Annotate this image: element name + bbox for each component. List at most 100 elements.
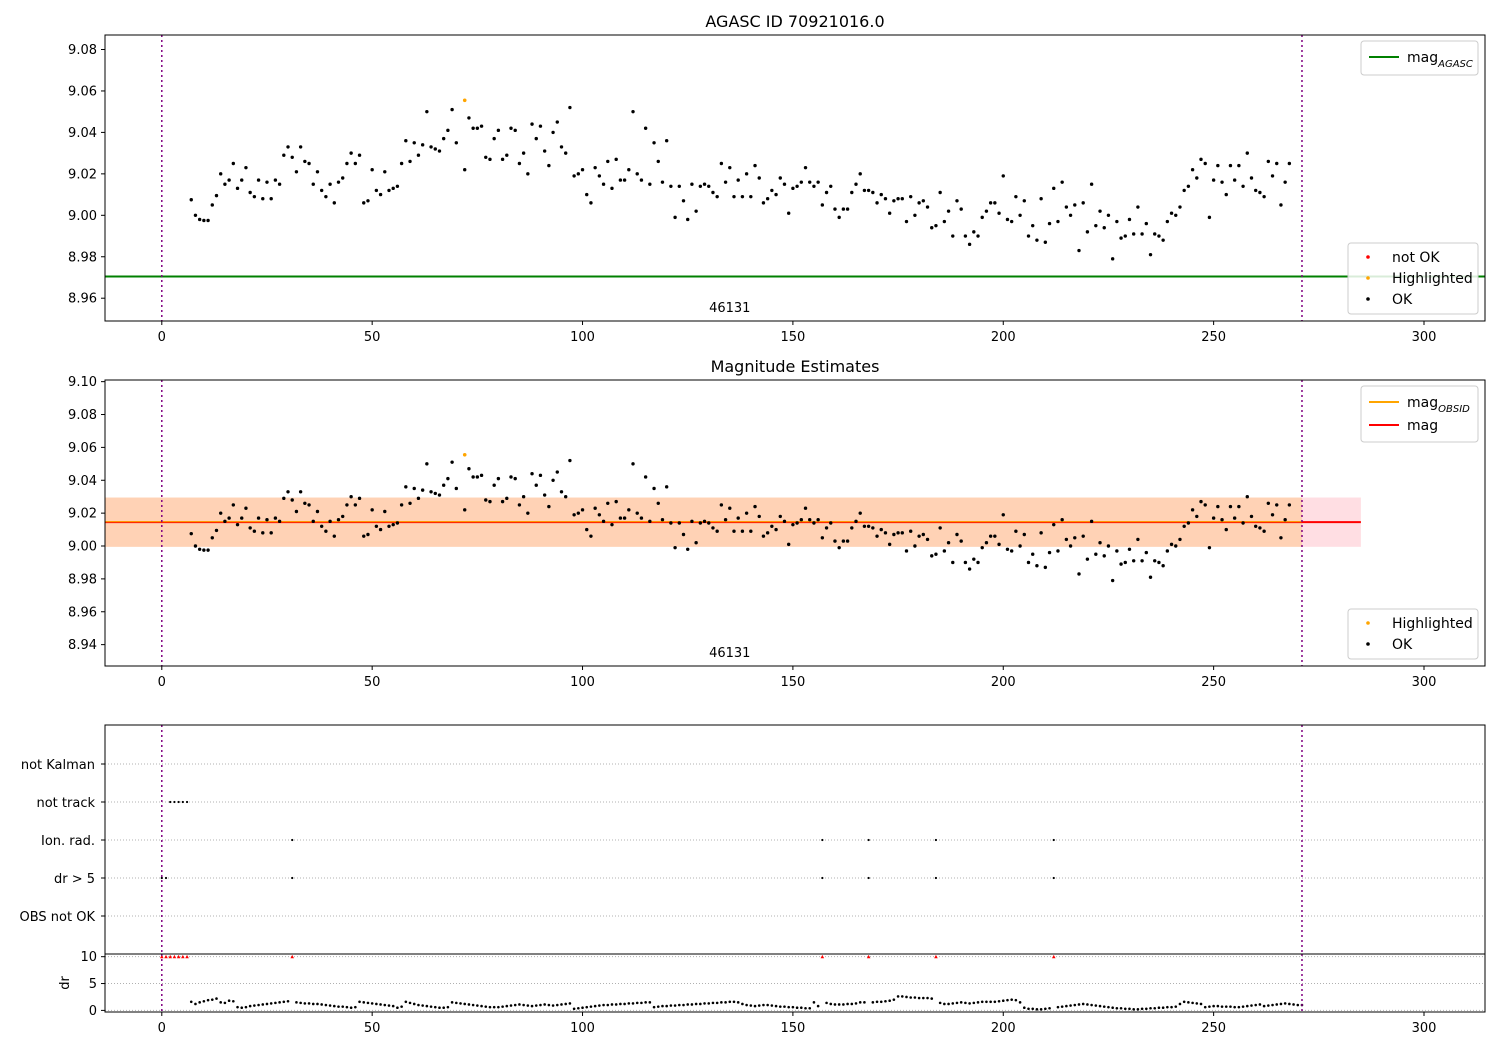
panel-2-point-ok [618,516,623,520]
dr-point [1237,1005,1241,1009]
dr-point [261,1003,265,1006]
panel-1-point-ok [1043,240,1048,244]
panel-1-point-ok [824,190,829,195]
panel-1-point-ok [1009,219,1014,224]
panel-2-point-ok [866,524,871,528]
panel-2-point-ok [500,499,505,504]
dr-point [484,1005,488,1008]
dr-point [837,1003,841,1006]
panel-1-legend-lower-2-label: OK [1392,292,1413,308]
panel-1-point-ok [1035,238,1039,242]
dr-point [715,1001,719,1005]
panel-1-point-ok [1131,232,1136,236]
dr-point [383,1003,387,1007]
panel-2-point-ok [1232,516,1237,520]
panel-1-point-ok [256,178,261,182]
flag-point [291,876,294,880]
panel-2-point-ok [437,493,442,497]
dr-clipped-marker [164,954,168,959]
panel-2-point-ok [429,490,433,494]
dr-clipped-marker [1051,954,1056,959]
panel-1-point-ok [349,151,353,155]
panel-1-point-ok [420,143,425,147]
dr-point [694,1002,698,1006]
panel-2-point-ok [551,478,555,482]
panel-2-point-ok [1073,536,1077,540]
panel-1-point-ok [618,178,623,182]
panel-2-point-ok [580,508,585,512]
panel-1-point-ok [1190,168,1195,172]
panel-1-point-ok [1085,230,1090,234]
panel-2-point-ok [850,526,854,530]
dr-point [1056,1005,1060,1009]
panel-1-point-ok [1081,201,1085,205]
flag-point [164,876,168,880]
panel-2-point-ok [816,518,820,522]
dr-point [362,1001,366,1004]
panel-1-point-ok [189,198,193,202]
flag-point [181,800,184,804]
dr-point [829,1002,833,1006]
dr-point [909,996,913,999]
dr-point [610,1003,614,1006]
dr-point [198,1001,201,1004]
dr-xtick-label-50: 50 [364,1021,381,1036]
panel-1-point-ok [357,153,362,157]
panel-2-point-ok [517,503,522,507]
dr-point [652,1005,656,1009]
panel-1-point-ok [795,184,799,188]
dr-point [295,1001,298,1004]
dr-point [1145,1007,1148,1011]
panel-2-point-highlighted [462,452,467,457]
dr-point [656,1005,660,1008]
panel-1-point-ok [976,234,980,238]
dr-point [547,1003,551,1007]
flag-point [160,876,163,880]
dr-point [1224,1005,1228,1008]
dr-point [913,996,917,999]
panel-1-point-ok [1216,163,1220,168]
panel-2-ytick-label-8: 9.10 [68,375,97,390]
dr-point [648,1001,652,1004]
dr-point [1132,1008,1135,1011]
panel-2-point-ok [1279,536,1283,540]
dr-point [635,1001,639,1005]
panel-2-point-ok [1123,560,1127,565]
flags-panel: not Kalman not track Ion. rad. dr > 5 OBS no… [20,724,1486,955]
dr-point [1027,1007,1030,1011]
panel-2-point-ok [1258,526,1262,530]
flag-point [934,876,938,880]
panel-1-point-ok [265,180,269,184]
dr-clipped-marker [176,954,181,959]
panel-1-point-ok [845,207,850,211]
panel-2-point-ok [1287,503,1292,507]
panel-1-point-ok [938,190,942,195]
flag-point [173,800,176,804]
panel-1-point-ok [1077,248,1081,253]
dr-point [526,1004,530,1007]
dr-point [968,1002,971,1005]
panel-1-point-ok [850,190,854,195]
dr-point [412,1002,416,1006]
panel-1-point-ok [610,186,614,191]
dr-point [833,1003,837,1006]
panel-1-xtick-label-150: 150 [780,330,805,345]
dr-point [282,1000,286,1004]
panel-1-point-ok [972,230,976,234]
panel-1-point-ok [930,226,934,230]
panel-2-point-ok [277,519,282,524]
panel-2-point-ok [824,526,829,530]
panel-1-point-ok [290,155,294,159]
dr-point [745,1003,748,1007]
panel-1-point-ok [467,116,471,120]
panel-2-point-ok [1211,516,1216,520]
panel-2-point-ok [1035,564,1039,568]
panel-1-point-ok [639,178,644,182]
panel-2-point-ok [972,557,976,561]
dr-point [240,1006,244,1010]
dr-point [1090,1003,1093,1007]
panel-1-point-ok [1060,180,1064,184]
dr-point [669,1004,673,1007]
dr-point [1119,1006,1123,1010]
